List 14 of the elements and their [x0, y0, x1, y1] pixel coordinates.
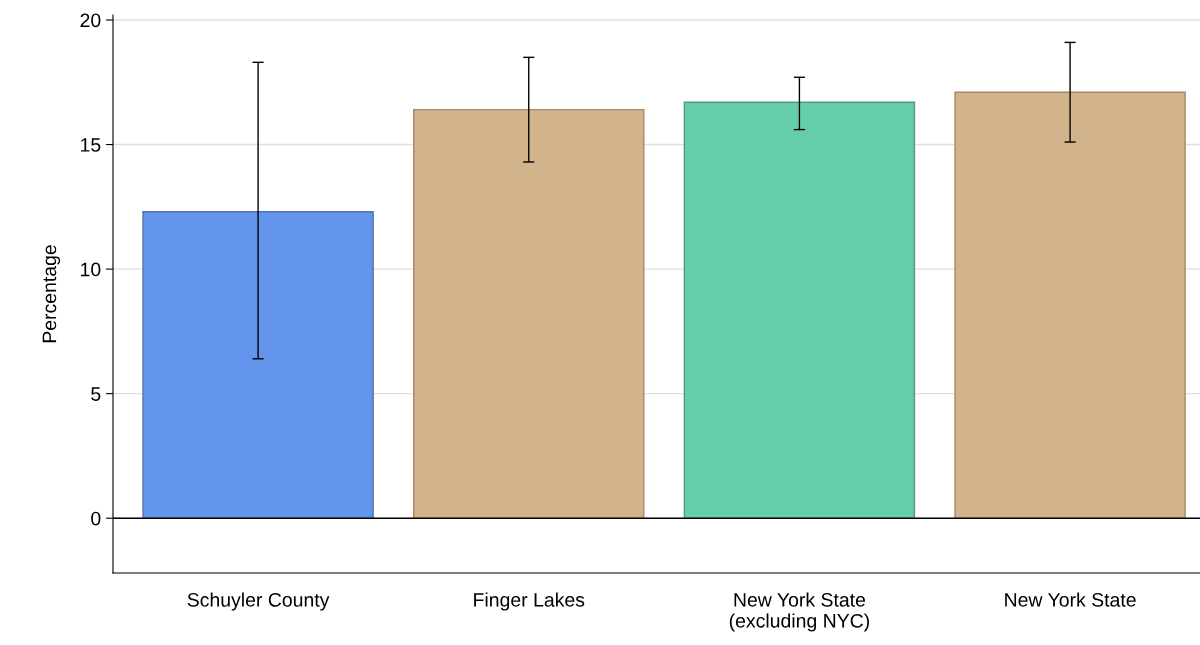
bar [142, 211, 374, 519]
bar [683, 101, 916, 519]
x-tick-label: New York State [1005, 592, 1136, 607]
y-tick-label: 15 [81, 138, 101, 152]
y-tick-label: 0 [91, 511, 101, 526]
y-axis-title: Percentage [42, 245, 61, 343]
x-tick-label: Finger Lakes [474, 592, 585, 611]
x-tick-label: New York State (excluding NYC) [729, 592, 869, 632]
y-tick-label: 10 [81, 262, 101, 277]
y-tick-label: 20 [80, 13, 101, 28]
x-tick-label: Schuyler County [187, 592, 330, 611]
bar [954, 91, 1186, 519]
y-tick-label: 5 [91, 387, 101, 401]
bar [413, 108, 645, 519]
